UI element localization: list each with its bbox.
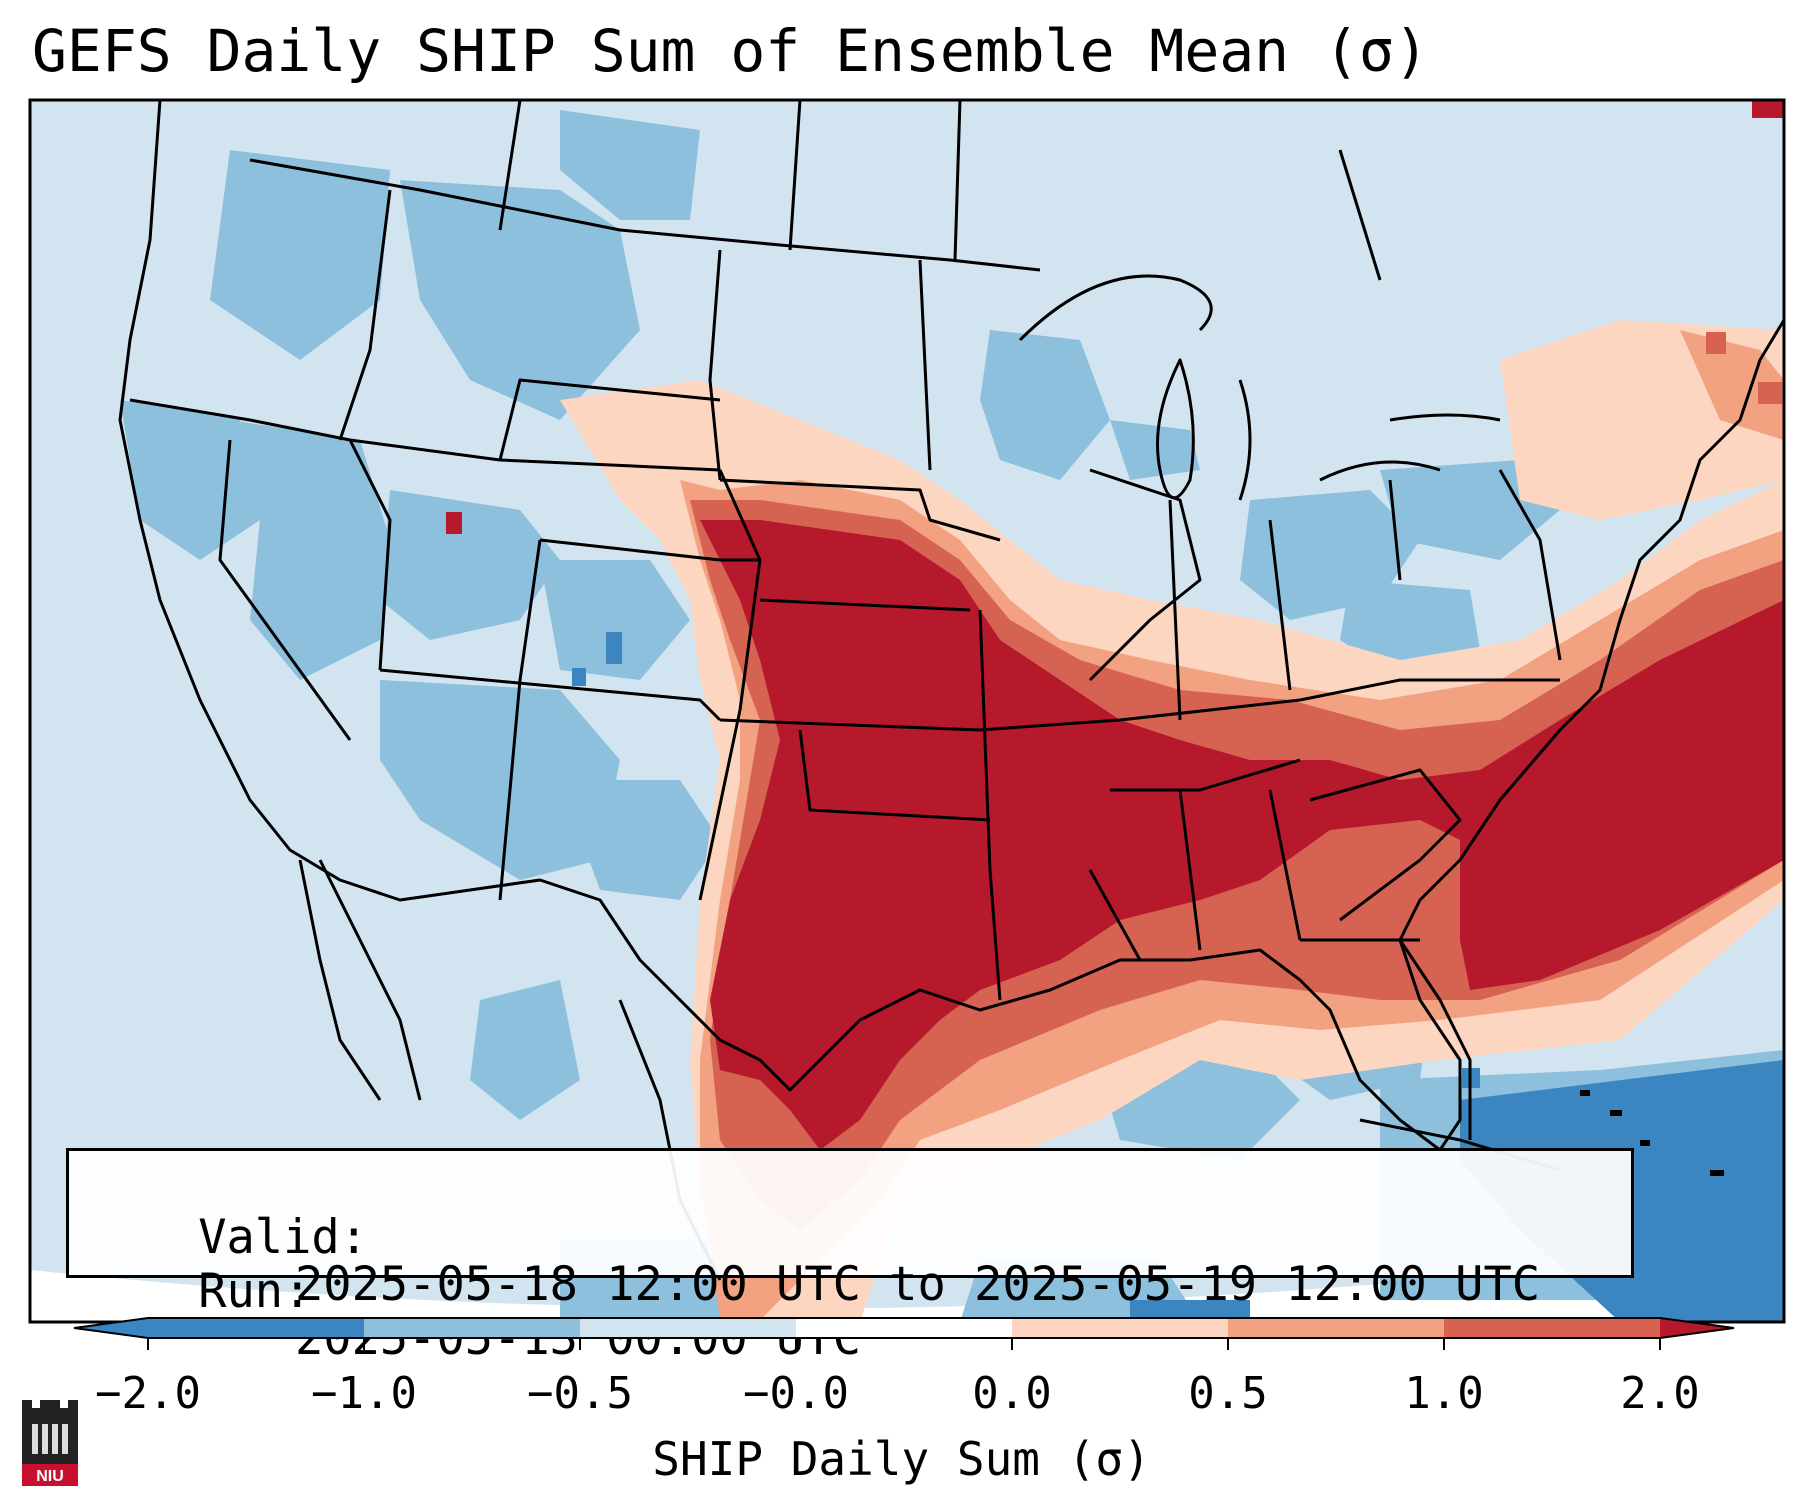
colorbar-tick-label: 0.0 xyxy=(972,1368,1052,1419)
run-label: Run: xyxy=(198,1264,312,1319)
island-marks xyxy=(1580,1090,1724,1176)
niu-logo: NIU xyxy=(22,1400,78,1486)
colorbar-tick-label: −0.0 xyxy=(743,1368,849,1419)
max-positive-regions xyxy=(446,100,1784,1150)
colorbar-segment xyxy=(1012,1318,1228,1338)
colorbar-tick-label: 0.5 xyxy=(1188,1368,1268,1419)
colorbar-tick-label: 2.0 xyxy=(1620,1368,1700,1419)
colorbar-segments xyxy=(74,1318,1734,1338)
colorbar-tick-label: −1.0 xyxy=(311,1368,417,1419)
colorbar-tick-label: 1.0 xyxy=(1404,1368,1484,1419)
colorbar-ticks xyxy=(147,1338,1661,1350)
geographic-outlines xyxy=(118,100,1784,1281)
colorbar-extend-low xyxy=(74,1318,148,1338)
colorbar-segment xyxy=(580,1318,796,1338)
valid-label: Valid: xyxy=(198,1210,368,1265)
colorbar-label: SHIP Daily Sum (σ) xyxy=(652,1432,1151,1486)
valid-value: 2025-05-18 12:00 UTC to 2025-05-19 12:00… xyxy=(295,1257,1541,1312)
chart-title: GEFS Daily SHIP Sum of Ensemble Mean (σ) xyxy=(32,17,1429,85)
colorbar-extend-high xyxy=(1660,1318,1734,1338)
valid-run-info-box: Valid: 2025-05-18 12:00 UTC to 2025-05-1… xyxy=(66,1148,1634,1362)
colorbar-segment xyxy=(148,1318,364,1338)
valid-row: Valid: 2025-05-18 12:00 UTC to 2025-05-1… xyxy=(85,1167,1540,1355)
colorbar-segment xyxy=(1444,1318,1660,1338)
colorbar-segment xyxy=(364,1318,580,1338)
logo-text: NIU xyxy=(36,1468,64,1485)
colorbar-tick-label: −0.5 xyxy=(527,1368,633,1419)
colorbar-tick-label: −2.0 xyxy=(95,1368,201,1419)
colorbar-outline xyxy=(73,1317,1735,1339)
projection-edge xyxy=(30,1240,1784,1322)
colorbar-segment xyxy=(796,1318,1012,1338)
colorbar-segment xyxy=(1228,1318,1444,1338)
